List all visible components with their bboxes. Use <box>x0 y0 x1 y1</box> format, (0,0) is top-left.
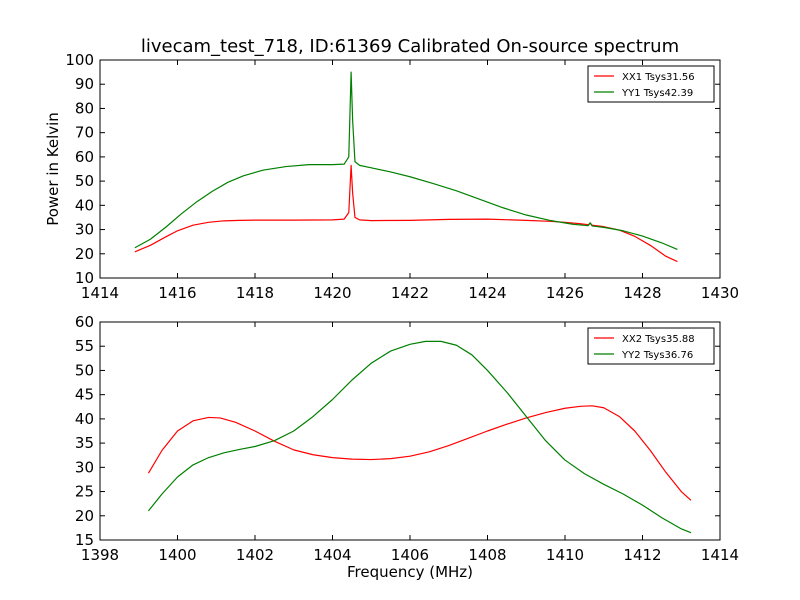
top-panel: 1414 1416 1418 1420 1422 1424 1426 1428 1430 10 20… <box>65 51 739 302</box>
axes-frame <box>99 321 721 541</box>
x-axis-label: Frequency (MHz) <box>347 563 473 581</box>
x-tick-label: 1418 <box>236 284 274 302</box>
legend-box <box>587 327 715 365</box>
x-tick-label: 1424 <box>468 284 506 302</box>
series-line-2-1 <box>147 405 692 501</box>
y-tick-label: 15 <box>75 531 94 549</box>
y-tick-label: 30 <box>75 458 94 476</box>
x-tick-label: 1420 <box>313 284 351 302</box>
series-line-2-2 <box>147 340 692 534</box>
legend-box <box>587 65 715 103</box>
y-tick-label: 50 <box>75 172 94 190</box>
y-tick-label: 55 <box>75 337 94 355</box>
x-tick-label: 1406 <box>391 546 429 564</box>
x-tick-label: 1402 <box>236 546 274 564</box>
y-tick-label: 25 <box>75 483 94 501</box>
y-tick-label: 40 <box>75 196 94 214</box>
x-tick-label: 1414 <box>701 546 739 564</box>
y-tick-label: 30 <box>75 221 94 239</box>
x-tick-label: 1414 <box>81 284 119 302</box>
y-tick-label: 20 <box>75 245 94 263</box>
x-tick-label: 1416 <box>158 284 196 302</box>
x-tick-label: 1408 <box>468 546 506 564</box>
y-tick-label: 10 <box>75 269 94 287</box>
legend-label: XX2 Tsys35.88 <box>622 334 695 345</box>
legend-label: YY2 Tsys36.76 <box>621 350 693 361</box>
chart-title: livecam_test_718, ID:61369 Calibrated On… <box>141 36 679 57</box>
x-tick-label: 1430 <box>701 284 739 302</box>
y-tick-label: 60 <box>75 313 94 331</box>
y-tick-label: 60 <box>75 148 94 166</box>
x-tick-label: 1422 <box>391 284 429 302</box>
y-tick-label: 70 <box>75 124 94 142</box>
y-tick-label: 100 <box>65 51 94 69</box>
y-tick-label: 20 <box>75 507 94 525</box>
legend-label: YY1 Tsys42.39 <box>621 88 693 99</box>
legend: XX1 Tsys31.56 YY1 Tsys42.39 <box>587 65 715 103</box>
y-tick-label: 80 <box>75 99 94 117</box>
x-tick-label: 1404 <box>313 546 351 564</box>
x-tick-label: 1398 <box>81 546 119 564</box>
x-tick-label: 1412 <box>623 546 661 564</box>
y-tick-label: 90 <box>75 75 94 93</box>
series-line-1-1 <box>134 164 678 263</box>
y-tick-label: 50 <box>75 361 94 379</box>
y-tick-label: 45 <box>75 386 94 404</box>
x-tick-label: 1410 <box>546 546 584 564</box>
y-tick-label: 40 <box>75 410 94 428</box>
bottom-panel: 1398 1400 1402 1404 1406 1408 1410 1412 1414 15 20… <box>75 313 739 564</box>
axes-frame <box>99 59 721 279</box>
y-tick-label: 35 <box>75 434 94 452</box>
x-tick-label: 1428 <box>623 284 661 302</box>
series-line-1-2 <box>134 71 678 250</box>
x-tick-label: 1426 <box>546 284 584 302</box>
y-axis-label: Power in Kelvin <box>44 112 62 226</box>
legend-label: XX1 Tsys31.56 <box>622 72 695 83</box>
x-tick-label: 1400 <box>158 546 196 564</box>
legend: XX2 Tsys35.88 YY2 Tsys36.76 <box>587 327 715 365</box>
